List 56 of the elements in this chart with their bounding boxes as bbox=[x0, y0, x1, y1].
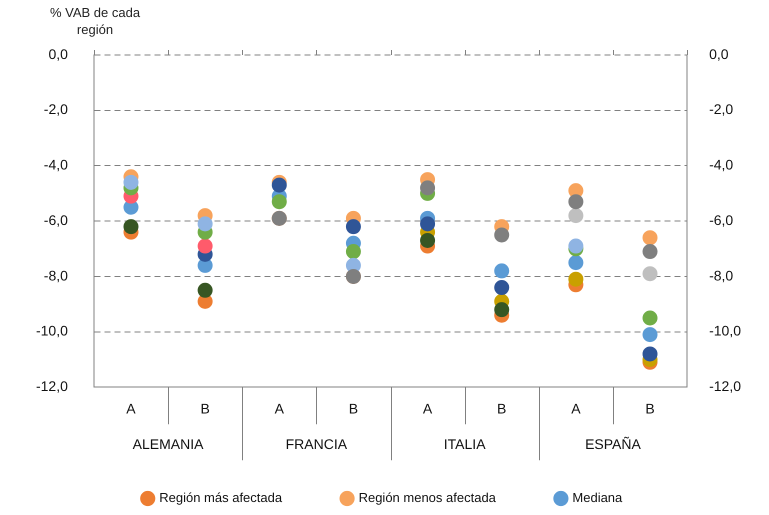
y2-tick-label: -4,0 bbox=[709, 156, 734, 173]
y-tick-label: -6,0 bbox=[44, 212, 68, 228]
point bbox=[420, 180, 436, 196]
y2-tick-label: 0,0 bbox=[709, 46, 729, 62]
y-tick-label: 0,0 bbox=[48, 46, 68, 62]
point bbox=[494, 227, 510, 242]
text: FRANCIA bbox=[286, 436, 348, 452]
point bbox=[642, 310, 658, 326]
y2-tick-label: -6,0 bbox=[709, 212, 734, 228]
text: ALEMANIA bbox=[132, 436, 204, 452]
point bbox=[568, 255, 584, 270]
y2-tick-label: -8,0 bbox=[709, 267, 734, 284]
x-tick-label: A bbox=[571, 400, 582, 416]
y-tick-label: -8,0 bbox=[44, 267, 68, 284]
point bbox=[494, 302, 510, 318]
point bbox=[642, 230, 658, 246]
x-tick-label: B bbox=[497, 400, 506, 416]
point bbox=[420, 216, 436, 232]
x-tick-label: A bbox=[274, 400, 285, 416]
x-tick-label: B bbox=[645, 400, 655, 416]
point bbox=[568, 208, 584, 224]
point bbox=[642, 327, 658, 342]
point bbox=[568, 194, 584, 210]
text: ESPAÑA bbox=[585, 436, 642, 452]
point bbox=[568, 272, 584, 287]
point bbox=[346, 244, 361, 260]
y2-tick-label: -10,0 bbox=[709, 322, 742, 339]
point bbox=[198, 238, 213, 254]
x-tick-label: A bbox=[126, 400, 136, 416]
point bbox=[123, 219, 138, 234]
point bbox=[642, 346, 658, 362]
y2-tick-label: -12,0 bbox=[709, 378, 742, 394]
point bbox=[494, 280, 510, 296]
legend-label: Región menos afectada bbox=[358, 490, 497, 506]
text: ITALIA bbox=[444, 436, 486, 452]
legend-label: Región más afectada bbox=[159, 490, 283, 506]
point bbox=[272, 194, 287, 210]
point bbox=[494, 263, 510, 278]
point bbox=[420, 232, 436, 248]
y-tick-label: -2,0 bbox=[44, 101, 68, 118]
point bbox=[198, 216, 213, 232]
point bbox=[272, 178, 287, 193]
x-tick-label: B bbox=[348, 400, 358, 416]
point bbox=[123, 174, 138, 190]
y-tick-label: -4,0 bbox=[44, 156, 68, 173]
point bbox=[346, 219, 361, 234]
y-axis-title: % VAB de cada región bbox=[48, 4, 142, 38]
y-tick-label: -12,0 bbox=[36, 378, 68, 394]
x-tick-label: A bbox=[422, 400, 433, 416]
legend-label: Mediana bbox=[572, 490, 624, 506]
point bbox=[198, 282, 213, 298]
y-tick-label: -10,0 bbox=[36, 322, 68, 339]
point bbox=[642, 244, 658, 260]
point bbox=[642, 266, 658, 282]
y2-tick-label: -2,0 bbox=[709, 101, 734, 118]
x-tick-label: B bbox=[200, 400, 210, 416]
